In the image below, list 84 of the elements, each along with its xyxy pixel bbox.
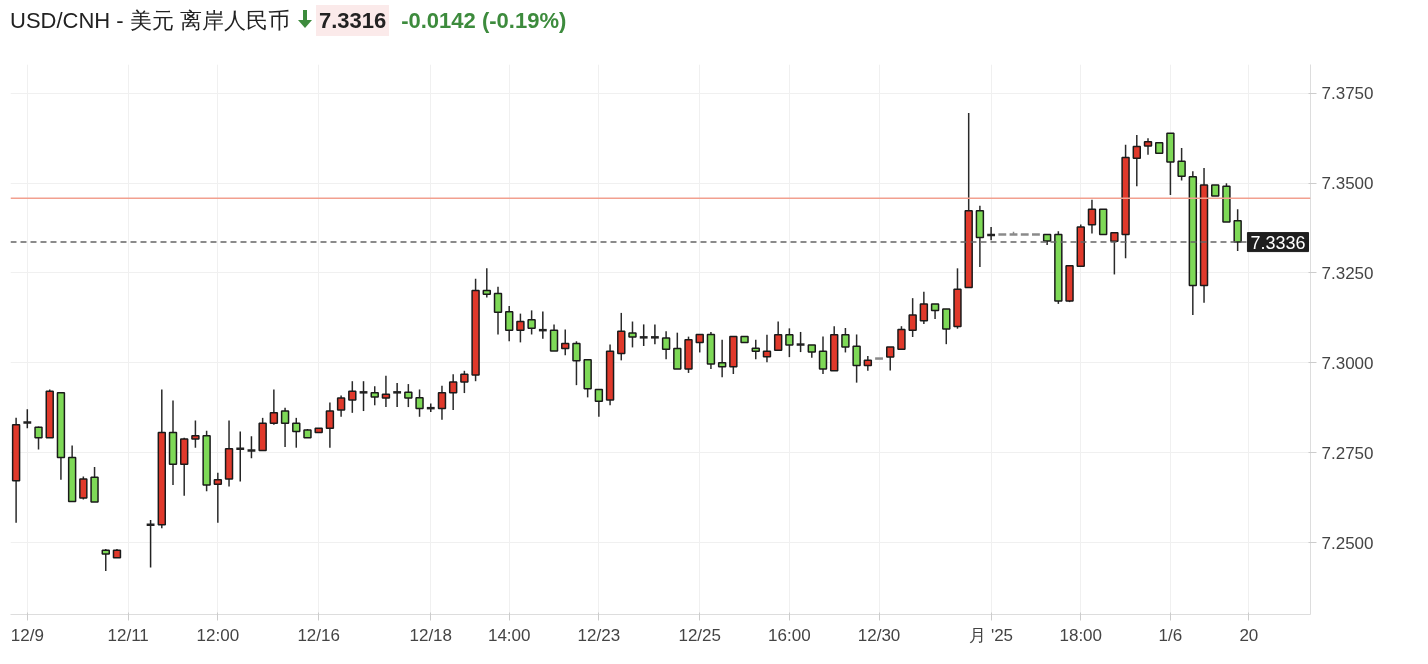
x-tick-label: 12/23 bbox=[577, 625, 621, 645]
candlestick bbox=[751, 339, 760, 361]
candlestick bbox=[572, 340, 581, 386]
candlestick bbox=[358, 380, 369, 412]
candlestick bbox=[785, 327, 794, 358]
candlestick bbox=[504, 305, 514, 343]
x-tick-label: 14:00 bbox=[487, 625, 531, 645]
candlestick bbox=[460, 370, 469, 394]
x-tick-label: 月 '25 bbox=[969, 625, 1014, 645]
candlestick bbox=[34, 425, 43, 451]
candlestick bbox=[516, 312, 525, 344]
candlestick bbox=[381, 375, 391, 408]
x-tick-label: 12:00 bbox=[196, 625, 240, 645]
candlestick bbox=[673, 331, 682, 370]
candlestick bbox=[717, 339, 727, 378]
candlestick bbox=[101, 548, 110, 572]
x-tick-label: 12/18 bbox=[409, 625, 453, 645]
candlestick bbox=[493, 285, 503, 336]
candlestick bbox=[336, 394, 346, 418]
candlestick bbox=[391, 382, 403, 408]
candlestick bbox=[1087, 198, 1097, 235]
y-tick-label: 7.2500 bbox=[1321, 533, 1374, 553]
candlestick bbox=[886, 346, 895, 372]
candlestick bbox=[649, 323, 661, 345]
candlestick bbox=[852, 333, 861, 384]
candlestick bbox=[370, 385, 379, 407]
candlestick bbox=[594, 388, 604, 418]
candlestick bbox=[1019, 233, 1030, 236]
candlestick bbox=[415, 388, 424, 418]
chart-title: USD/CNH - 美元 离岸人民币 bbox=[10, 7, 290, 35]
x-tick-label: 12/11 bbox=[107, 625, 149, 645]
candlestick bbox=[1030, 233, 1042, 236]
candlestick bbox=[942, 308, 951, 345]
candlestick bbox=[280, 407, 290, 448]
candlestick bbox=[897, 325, 906, 350]
candlestick bbox=[246, 435, 257, 459]
candlestick bbox=[661, 330, 671, 361]
candlestick bbox=[482, 267, 492, 299]
y-tick-label: 7.2750 bbox=[1321, 443, 1374, 463]
candlestick bbox=[1233, 208, 1242, 252]
x-tick-label: 12/25 bbox=[678, 625, 721, 645]
ref-line-label: 7.3336 bbox=[1250, 232, 1306, 253]
candlestick bbox=[1177, 147, 1186, 182]
text: 7.3316 bbox=[315, 5, 390, 37]
candlestick bbox=[997, 233, 1008, 236]
y-tick-label: 7.3250 bbox=[1321, 264, 1374, 283]
x-tick-label: 12/16 bbox=[297, 625, 340, 645]
y-tick-label: 7.3500 bbox=[1321, 174, 1374, 194]
x-tick-label: 20 bbox=[1239, 625, 1259, 645]
candlestick bbox=[818, 335, 828, 375]
candlestick bbox=[325, 401, 335, 449]
candlestick bbox=[448, 373, 458, 411]
x-tick-label: 12/30 bbox=[857, 625, 901, 645]
candlestick bbox=[145, 519, 156, 569]
candlestick bbox=[1110, 231, 1119, 276]
candlestick bbox=[795, 331, 806, 353]
candlestick bbox=[269, 388, 279, 426]
candlestick bbox=[213, 472, 223, 524]
y-tick-label: 7.3000 bbox=[1321, 353, 1374, 373]
x-tick-label: 16:00 bbox=[768, 625, 811, 645]
candlestick bbox=[404, 383, 413, 408]
x-tick-label: 1/6 bbox=[1158, 625, 1183, 645]
candlestick bbox=[617, 312, 626, 362]
text: -0.0142 (-0.19%) bbox=[401, 7, 567, 35]
candlestick bbox=[773, 320, 783, 352]
candlestick bbox=[762, 334, 772, 363]
candlestick bbox=[638, 323, 649, 347]
candlestick bbox=[348, 380, 357, 414]
candlestick bbox=[549, 323, 559, 352]
candlestick bbox=[841, 327, 850, 354]
candlestick bbox=[292, 417, 301, 449]
x-tick-label: 18:00 bbox=[1059, 625, 1103, 645]
candlestick bbox=[873, 357, 885, 360]
candlestick bbox=[561, 328, 570, 357]
y-tick-label: 7.3750 bbox=[1321, 84, 1374, 104]
x-tick-label: 12/9 bbox=[10, 625, 44, 645]
candlestick bbox=[919, 290, 929, 325]
candlestick bbox=[628, 320, 637, 349]
candlestick bbox=[437, 385, 447, 421]
candlestick bbox=[908, 297, 917, 338]
candlestick bbox=[1132, 134, 1142, 188]
candlestick bbox=[22, 408, 33, 430]
candlestick bbox=[191, 419, 200, 449]
candlestick bbox=[527, 309, 536, 336]
